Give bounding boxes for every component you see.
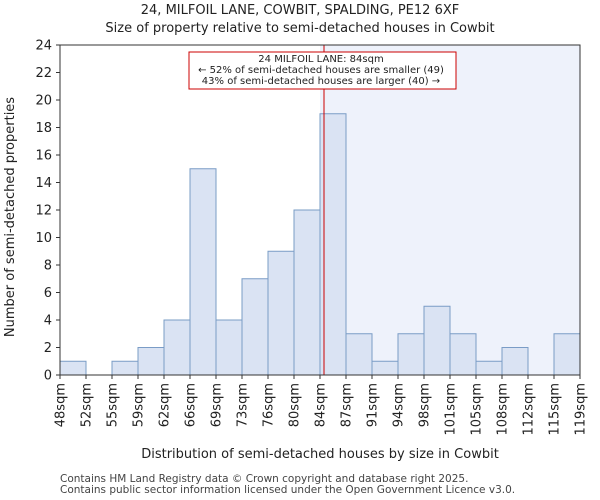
bar-94sqm — [397, 333, 425, 376]
bar-87sqm — [345, 333, 373, 376]
x-tick-label: 69sqm — [210, 383, 225, 427]
y-tick-label: 2 — [44, 341, 52, 356]
chart-title: 24, MILFOIL LANE, COWBIT, SPALDING, PE12… — [141, 3, 459, 18]
y-tick-label: 8 — [44, 259, 52, 274]
bar-66sqm — [189, 168, 217, 376]
bar-59sqm — [137, 347, 165, 376]
bar-105sqm — [475, 360, 503, 376]
y-tick-label: 6 — [44, 286, 52, 301]
y-tick-label: 22 — [35, 66, 52, 81]
bar-91sqm — [371, 360, 399, 376]
x-tick-label: 73sqm — [236, 383, 251, 427]
x-tick-label: 76sqm — [262, 383, 277, 427]
y-tick-label: 24 — [35, 39, 52, 54]
bars-group — [59, 113, 581, 376]
x-tick-label: 66sqm — [184, 383, 199, 427]
x-axis-ticks: 48sqm 52sqm 55sqm 59sqm 62sqm 66sqm 69sqm 73sqm… — [54, 375, 589, 436]
y-axis-label: Number of semi-detached properties — [3, 97, 18, 337]
x-tick-label: 62sqm — [158, 383, 173, 427]
bar-80sqm — [293, 209, 321, 376]
x-tick-label: 115sqm — [548, 383, 563, 436]
footer-line-2: Contains public sector information licen… — [60, 484, 516, 496]
bar-76sqm — [267, 250, 295, 376]
annotation-line-2: ← 52% of semi-detached houses are smalle… — [198, 65, 444, 76]
annotation-box: 24 MILFOIL LANE: 84sqm ← 52% of semi-det… — [188, 51, 457, 90]
x-tick-label: 91sqm — [366, 383, 381, 427]
annotation-frame — [188, 51, 457, 90]
x-tick-label: 98sqm — [418, 383, 433, 427]
x-tick-label: 119sqm — [574, 383, 589, 436]
bar-115sqm — [553, 333, 581, 376]
footer-line-1: Contains HM Land Registry data © Crown c… — [60, 473, 469, 485]
y-tick-label: 14 — [35, 176, 52, 191]
x-tick-label: 101sqm — [444, 383, 459, 436]
x-tick-label: 48sqm — [54, 383, 69, 427]
bar-69sqm — [215, 319, 243, 376]
bar-73sqm — [241, 278, 269, 376]
y-tick-label: 18 — [35, 121, 52, 136]
x-tick-label: 80sqm — [288, 383, 303, 427]
x-tick-label: 94sqm — [392, 383, 407, 427]
x-tick-label: 84sqm — [314, 383, 329, 427]
y-tick-label: 16 — [35, 149, 52, 164]
annotation-line-3: 43% of semi-detached houses are larger (… — [202, 76, 440, 87]
footer: Contains HM Land Registry data © Crown c… — [60, 474, 515, 496]
bar-62sqm — [163, 319, 191, 376]
bar-108sqm — [501, 347, 529, 376]
x-tick-label: 55sqm — [106, 383, 121, 427]
x-tick-label: 52sqm — [80, 383, 95, 427]
x-tick-label: 108sqm — [496, 383, 511, 436]
bar-48sqm — [59, 360, 87, 376]
x-tick-label: 87sqm — [340, 383, 355, 427]
x-tick-label: 105sqm — [470, 383, 485, 436]
y-tick-label: 4 — [44, 314, 52, 329]
y-tick-label: 0 — [44, 369, 52, 384]
y-tick-label: 20 — [35, 94, 52, 109]
x-axis-label: Distribution of semi-detached houses by … — [141, 447, 499, 462]
y-tick-label: 10 — [35, 231, 52, 246]
x-tick-label: 112sqm — [522, 383, 537, 436]
bar-101sqm — [449, 333, 477, 376]
annotation-line-1: 24 MILFOIL LANE: 84sqm — [258, 54, 383, 65]
x-tick-label: 59sqm — [132, 383, 147, 427]
chart-subtitle: Size of property relative to semi-detach… — [105, 21, 494, 36]
bar-98sqm — [423, 305, 451, 376]
y-tick-label: 12 — [35, 204, 52, 219]
bar-55sqm — [111, 360, 139, 376]
